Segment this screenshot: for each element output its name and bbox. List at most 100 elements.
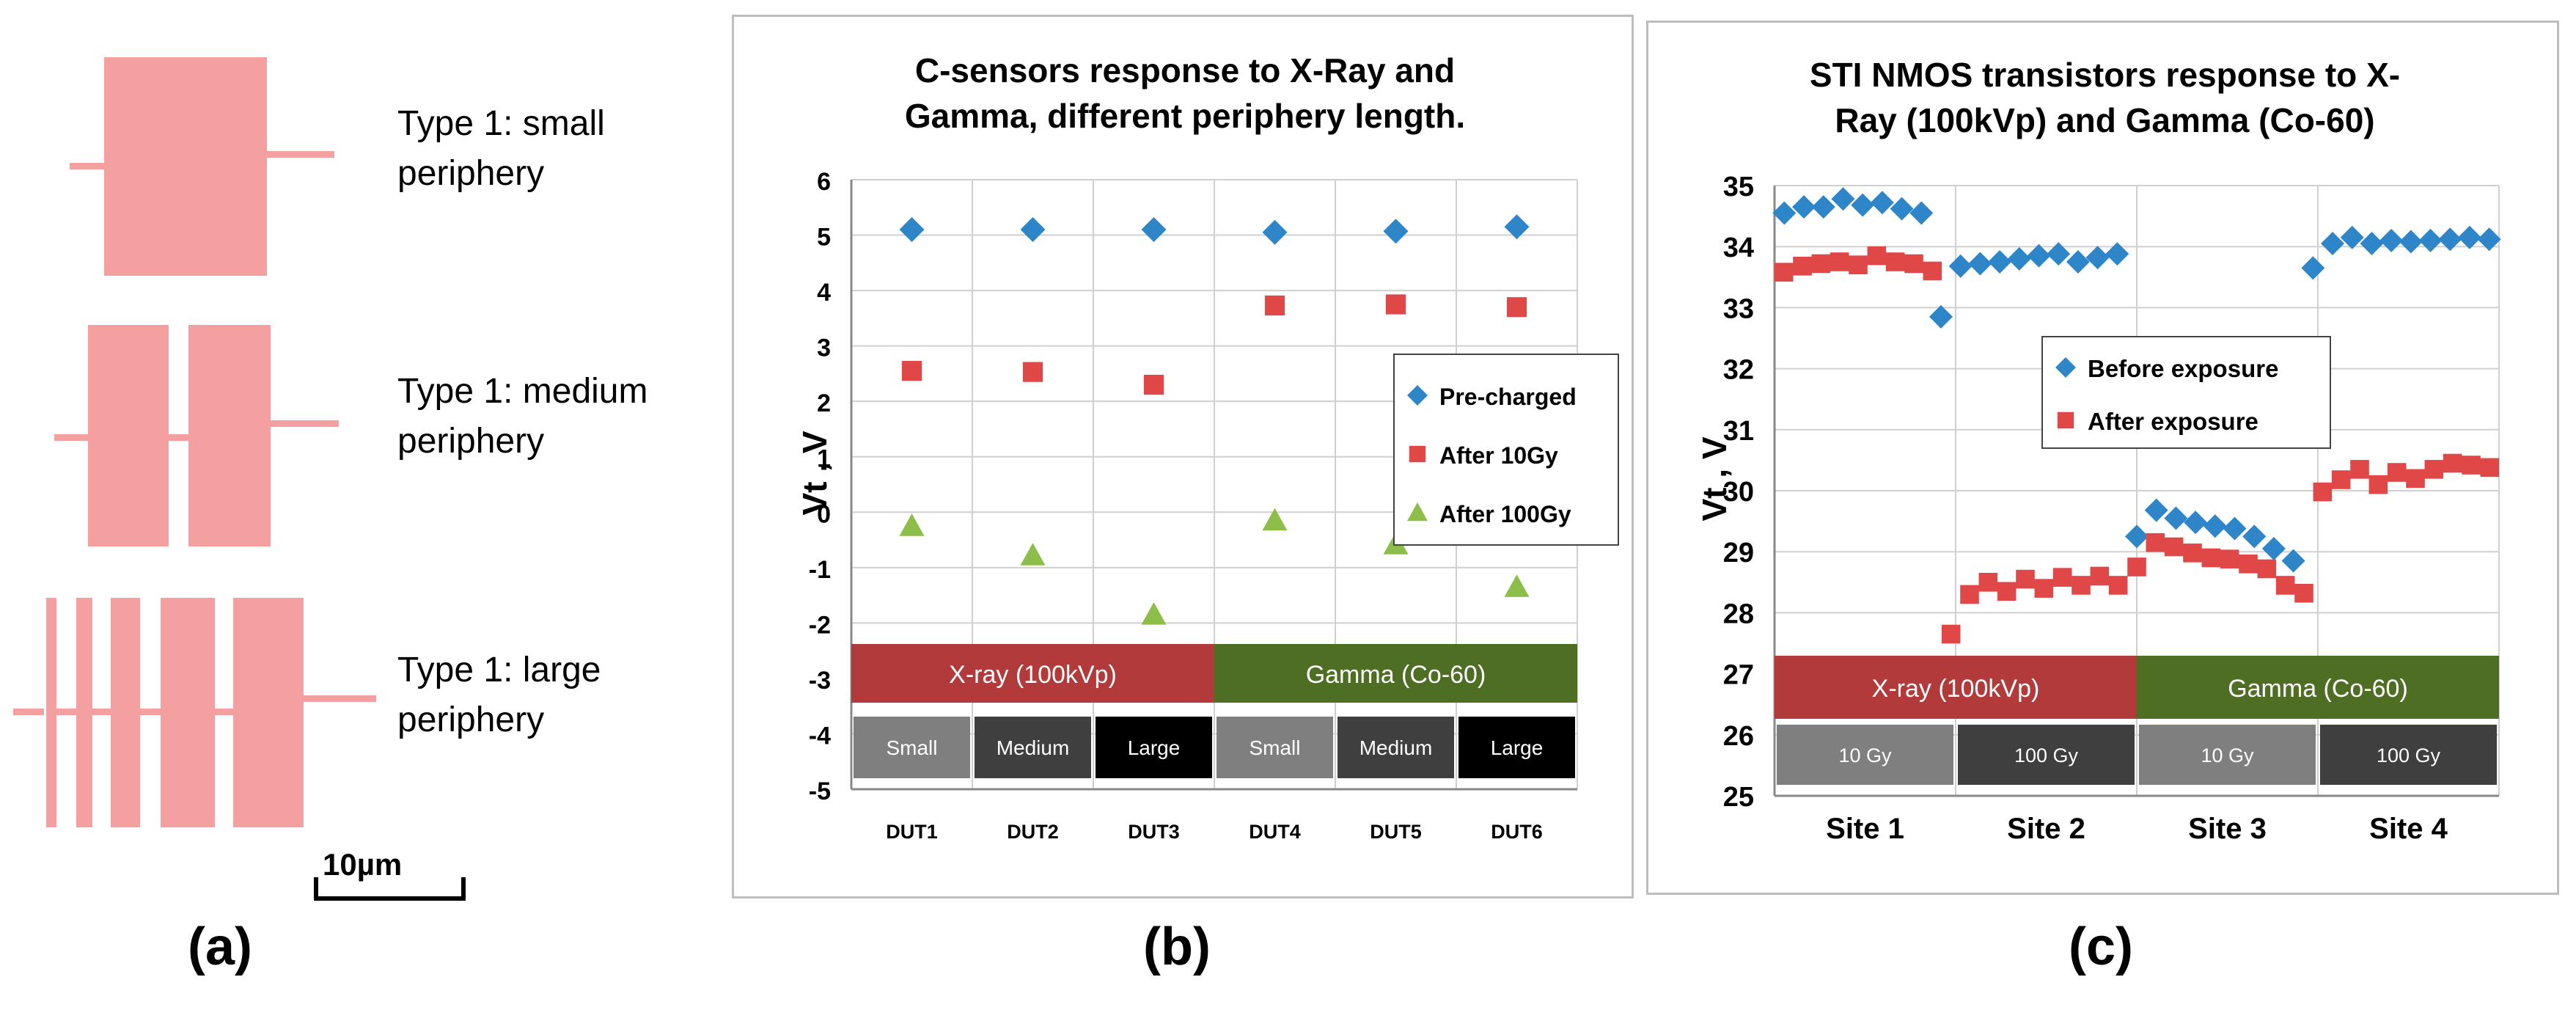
data-point-after-exposure [1867, 246, 1887, 266]
data-point-after-10gy [1143, 374, 1164, 395]
data-point-after-exposure [2201, 548, 2221, 568]
x-category-label: DUT5 [1370, 821, 1422, 843]
sub-band-label: 100 Gy [2377, 744, 2441, 766]
x-category-label: DUT3 [1128, 821, 1180, 843]
data-point-after-exposure [2350, 460, 2369, 479]
data-point-after-exposure [2406, 469, 2425, 488]
device-layouts [13, 57, 466, 901]
y-tick-label: 27 [1723, 660, 1754, 691]
data-point-before-exposure [1909, 201, 1934, 225]
data-point-before-exposure [1772, 201, 1797, 225]
data-point-after-exposure [1997, 582, 2017, 601]
layout-large-periphery [13, 598, 376, 827]
data-point-after-exposure [2368, 475, 2388, 494]
x-category-label: DUT4 [1249, 821, 1301, 843]
data-point-before-exposure [2223, 516, 2247, 541]
y-tick-label: 33 [1723, 293, 1754, 324]
sub-band-rect [1777, 725, 1953, 785]
y-tick-label: -1 [809, 556, 831, 584]
layout-medium-periphery [54, 325, 339, 546]
data-point-after-exposure [1941, 624, 1961, 644]
data-point-before-exposure [2164, 506, 2188, 530]
data-point-before-exposure [2085, 246, 2110, 270]
y-tick-label: 29 [1723, 538, 1754, 568]
chart-c-title-line1: STI NMOS transistors response to X- [1809, 56, 2401, 94]
panel-a-label: (a) [188, 918, 252, 976]
legend-marker [1407, 385, 1428, 406]
y-tick-label: 34 [1723, 233, 1754, 263]
data-point-after-10gy [1022, 362, 1043, 382]
large-connector-2 [92, 709, 111, 715]
data-point-after-exposure [1978, 573, 1998, 592]
x-category-label: Site 3 [2188, 813, 2267, 845]
data-point-pre-charged [1262, 219, 1288, 245]
sub-band-label: Large [1128, 736, 1181, 759]
panel-c-label: (c) [2069, 918, 2133, 976]
legend-marker [2057, 411, 2074, 429]
data-point-after-100gy [1141, 602, 1167, 625]
data-point-after-exposure [2146, 533, 2165, 552]
data-point-after-exposure [2016, 569, 2035, 589]
y-tick-label: -5 [809, 777, 831, 805]
data-point-before-exposure [2438, 227, 2462, 252]
type-label-small-line1: Type 1: small [397, 104, 605, 143]
data-point-before-exposure [2007, 246, 2031, 271]
band-rect [2137, 656, 2499, 719]
sub-band-rect [2320, 725, 2497, 785]
type-label-medium-line1: Type 1: medium [397, 372, 648, 411]
data-point-before-exposure [2418, 228, 2443, 252]
type-label-large-line1: Type 1: large [397, 651, 601, 689]
y-tick-label: 30 [1723, 477, 1754, 508]
legend-marker [1409, 445, 1426, 463]
data-point-pre-charged [1141, 216, 1167, 242]
y-tick-label: 5 [817, 224, 831, 252]
sub-band-label: 10 Gy [2201, 744, 2254, 766]
large-finger-4 [161, 598, 215, 827]
data-point-after-exposure [1811, 254, 1831, 274]
data-point-after-exposure [1774, 263, 1794, 282]
data-point-before-exposure [1968, 252, 1992, 276]
data-point-before-exposure [2281, 549, 2305, 573]
data-point-before-exposure [1988, 250, 2012, 274]
legend-label: Before exposure [2088, 355, 2278, 382]
data-point-after-exposure [2462, 455, 2481, 475]
sub-band-rect [1337, 717, 1454, 778]
legend-label: After exposure [2088, 408, 2258, 435]
y-tick-label: 3 [817, 334, 831, 362]
medium-gate-2 [188, 325, 271, 546]
sub-band-rect [1458, 717, 1575, 778]
data-point-after-exposure [2294, 583, 2313, 603]
y-tick-label: 35 [1723, 172, 1754, 202]
data-point-after-exposure [2127, 557, 2146, 577]
y-tick-label: 2 [817, 389, 831, 417]
chart-b-plot: 6 5 4 3 2 1 0 -1 -2 -3 -4 -5 X-ray (100kVp) Gamma (Co… [809, 168, 1619, 843]
chart-c-plot: 35 34 33 32 31 30 29 28 27 26 25 X-ray (100kVp) Gamm… [1723, 172, 2501, 845]
band-rect [1775, 656, 2137, 719]
data-point-before-exposure [2144, 498, 2168, 522]
data-point-after-100gy [1504, 574, 1530, 597]
large-finger-3 [111, 598, 140, 827]
sub-band-label: 100 Gy [2014, 744, 2079, 766]
data-point-after-100gy [899, 513, 925, 536]
data-point-before-exposure [2105, 242, 2129, 266]
data-point-before-exposure [2203, 514, 2227, 538]
data-point-before-exposure [2184, 511, 2208, 535]
large-finger-1 [46, 598, 56, 827]
data-point-before-exposure [2477, 227, 2501, 252]
data-point-after-10gy [1506, 297, 1527, 318]
data-point-after-exposure [2313, 482, 2333, 502]
sub-band-label: Small [1249, 736, 1300, 759]
band-rect [1214, 644, 1577, 703]
data-point-after-exposure [2108, 576, 2128, 595]
legend-label: After 10Gy [1439, 442, 1558, 469]
y-tick-label: 28 [1723, 599, 1754, 629]
data-point-after-exposure [1923, 261, 1942, 281]
type-label-small: Type 1: small periphery [397, 99, 705, 199]
x-category-label: Site 2 [2007, 813, 2085, 845]
x-category-label: DUT1 [886, 821, 938, 843]
data-point-after-exposure [2480, 458, 2500, 477]
y-tick-label: 26 [1723, 721, 1754, 752]
y-tick-label: 6 [817, 168, 831, 196]
data-point-before-exposure [2457, 225, 2481, 249]
large-left-lead [13, 709, 44, 715]
